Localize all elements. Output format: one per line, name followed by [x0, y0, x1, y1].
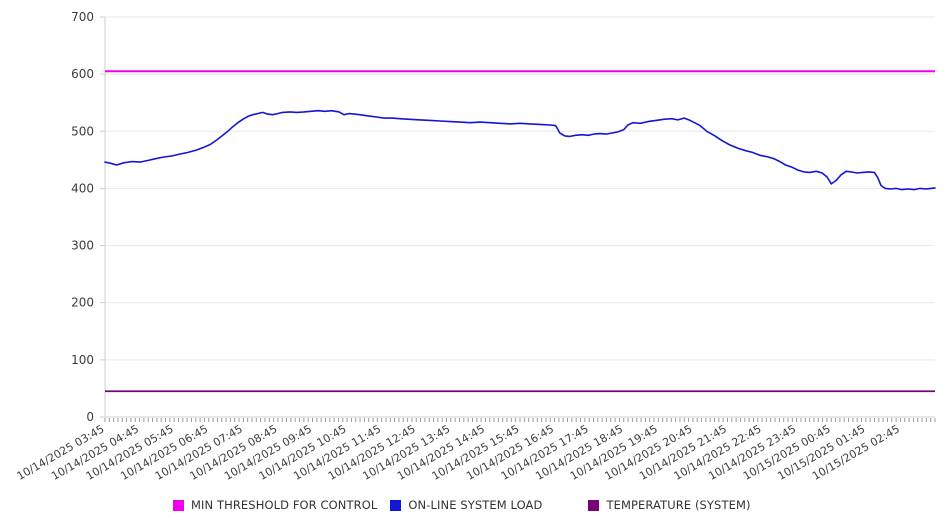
- legend-swatch-temperature-system-icon: [588, 499, 600, 511]
- chart-legend: MIN THRESHOLD FOR CONTROL ON-LINE SYSTEM…: [173, 497, 751, 513]
- y-axis-label: 100: [71, 353, 94, 367]
- y-axis-label: 400: [71, 181, 94, 195]
- legend-label-online-system-load: ON-LINE SYSTEM LOAD: [408, 498, 543, 512]
- legend-swatch-min-threshold-icon: [173, 499, 184, 511]
- legend-item-temperature-system[interactable]: TEMPERATURE (SYSTEM): [588, 498, 750, 512]
- legend-item-online-system-load[interactable]: ON-LINE SYSTEM LOAD: [390, 498, 542, 512]
- y-axis-label: 500: [71, 124, 94, 138]
- series-line-1: [104, 109, 936, 191]
- legend-label-min-threshold: MIN THRESHOLD FOR CONTROL: [191, 498, 378, 512]
- legend-swatch-online-system-load-icon: [390, 499, 402, 511]
- legend-item-min-threshold[interactable]: MIN THRESHOLD FOR CONTROL: [173, 498, 377, 512]
- y-axis-label: 600: [71, 67, 94, 81]
- y-axis-label: 700: [71, 10, 94, 24]
- y-axis-label: 200: [71, 296, 94, 310]
- legend-label-temperature-system: TEMPERATURE (SYSTEM): [606, 498, 751, 512]
- y-axis-label: 300: [71, 239, 94, 253]
- y-axis-label: 0: [86, 410, 94, 424]
